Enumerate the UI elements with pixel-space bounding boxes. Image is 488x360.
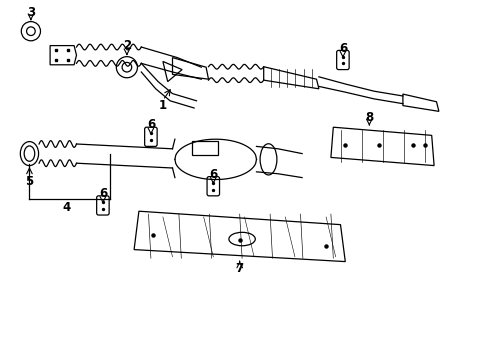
Text: 4: 4 xyxy=(62,201,71,214)
Text: 1: 1 xyxy=(159,99,166,112)
Text: 6: 6 xyxy=(146,118,155,131)
Text: 7: 7 xyxy=(235,262,243,275)
Text: 6: 6 xyxy=(209,168,217,181)
Text: 6: 6 xyxy=(99,187,107,200)
Text: 2: 2 xyxy=(122,39,131,52)
Text: 8: 8 xyxy=(365,111,373,124)
Text: 5: 5 xyxy=(25,175,34,188)
Text: 3: 3 xyxy=(27,5,35,18)
Bar xyxy=(191,141,218,154)
Text: 6: 6 xyxy=(338,41,346,54)
